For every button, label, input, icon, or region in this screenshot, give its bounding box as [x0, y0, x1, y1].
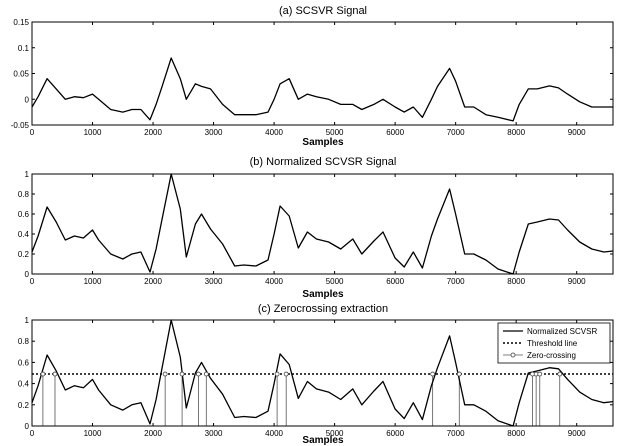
- zero-crossing-marker: [162, 371, 168, 377]
- zero-crossing-marker: [40, 371, 46, 377]
- x-tick-label: 1000: [84, 128, 102, 137]
- y-tick-label: 0.6: [18, 210, 30, 219]
- plot-area: [31, 21, 614, 126]
- x-tick-label: 7000: [447, 429, 465, 438]
- x-tick-label: 2000: [144, 429, 162, 438]
- y-tick-label: 0: [25, 95, 30, 104]
- x-tick-label: 9000: [568, 277, 586, 286]
- zero-crossing-marker: [557, 371, 563, 377]
- y-tick-label: 0.8: [18, 190, 30, 199]
- chart-title: (c) Zerocrossing extraction: [258, 303, 388, 315]
- series-line: [31, 57, 613, 122]
- panel-scsvr-signal: (a) SCSVR Signal Samples 0 1000 2000 3000 40…: [11, 5, 614, 148]
- y-tick-label: -0.05: [11, 121, 30, 130]
- zero-crossing-marker: [52, 371, 58, 377]
- zero-crossing-marker: [274, 371, 280, 377]
- y-tick-label: 0.2: [18, 250, 30, 259]
- x-tick-label: 4000: [265, 277, 283, 286]
- y-tick-label: 0: [25, 422, 30, 431]
- x-tick-label: 3000: [205, 429, 223, 438]
- x-tick-label: 0: [30, 128, 35, 137]
- x-axis-label: Samples: [302, 289, 344, 300]
- plot-area: [31, 173, 614, 275]
- plot-area: [31, 21, 614, 126]
- x-tick-label: 2000: [144, 277, 162, 286]
- y-tick-label: 1: [25, 316, 30, 325]
- x-tick-label: 7000: [447, 128, 465, 137]
- plot-area: [31, 319, 614, 427]
- y-tick-label: 1: [25, 170, 30, 179]
- x-tick-label: 8000: [507, 128, 525, 137]
- x-tick-label: 6000: [386, 277, 404, 286]
- legend-marker-icon: [510, 352, 516, 358]
- x-tick-label: 0: [30, 277, 35, 286]
- x-tick-label: 7000: [447, 277, 465, 286]
- x-tick-label: 9000: [568, 429, 586, 438]
- x-tick-label: 8000: [507, 277, 525, 286]
- legend-entry: Normalized SCVSR: [527, 327, 597, 336]
- x-axis-label: Samples: [302, 137, 344, 148]
- x-tick-label: 3000: [205, 277, 223, 286]
- zero-crossing-marker: [456, 371, 462, 377]
- y-tick-label: 0.8: [18, 337, 30, 346]
- x-tick-label: 1000: [84, 429, 102, 438]
- y-tick-label: 0.2: [18, 401, 30, 410]
- x-tick-label: 6000: [386, 429, 404, 438]
- panel-normalized-signal: (b) Normalized SCVSR Signal Samples 0 100…: [18, 156, 614, 300]
- legend: Normalized SCVSR Threshold line Zero-cross…: [497, 322, 611, 364]
- chart-title: (b) Normalized SCVSR Signal: [250, 156, 397, 168]
- series-line: [31, 319, 614, 427]
- zero-crossing-marker: [283, 371, 289, 377]
- x-tick-label: 5000: [326, 277, 344, 286]
- legend-entry: Zero-crossing: [527, 351, 576, 360]
- x-axis-label: Samples: [302, 435, 344, 446]
- x-tick-label: 4000: [265, 429, 283, 438]
- x-tick-label: 6000: [386, 128, 404, 137]
- y-tick-label: 0: [25, 270, 30, 279]
- y-tick-label: 0.05: [13, 70, 29, 79]
- x-tick-label: 8000: [507, 429, 525, 438]
- y-tick-label: 0.6: [18, 358, 30, 367]
- chart-title: (a) SCSVR Signal: [279, 5, 367, 17]
- x-tick-label: 5000: [326, 429, 344, 438]
- zero-crossing-marker: [196, 371, 201, 377]
- x-tick-label: 9000: [568, 128, 586, 137]
- y-tick-label: 0.4: [18, 230, 30, 239]
- panel-zerocrossing-extraction: (c) Zerocrossing extraction Samples 0 100…: [18, 303, 614, 446]
- x-tick-label: 5000: [326, 128, 344, 137]
- zero-crossing-marker: [203, 371, 209, 377]
- x-tick-label: 4000: [265, 128, 283, 137]
- x-tick-label: 2000: [144, 128, 162, 137]
- zero-crossing-marker: [537, 371, 543, 377]
- legend-entry: Threshold line: [527, 339, 578, 348]
- y-tick-label: 0.4: [18, 380, 30, 389]
- series-line: [31, 173, 614, 275]
- zero-crossing-marker: [179, 371, 185, 377]
- y-tick-label: 0.15: [13, 18, 29, 27]
- x-tick-label: 0: [30, 429, 35, 438]
- x-tick-label: 1000: [84, 277, 102, 286]
- zero-crossing-marker: [430, 371, 436, 377]
- x-tick-label: 3000: [205, 128, 223, 137]
- plot-area: [31, 173, 614, 275]
- y-tick-label: 0.1: [18, 44, 30, 53]
